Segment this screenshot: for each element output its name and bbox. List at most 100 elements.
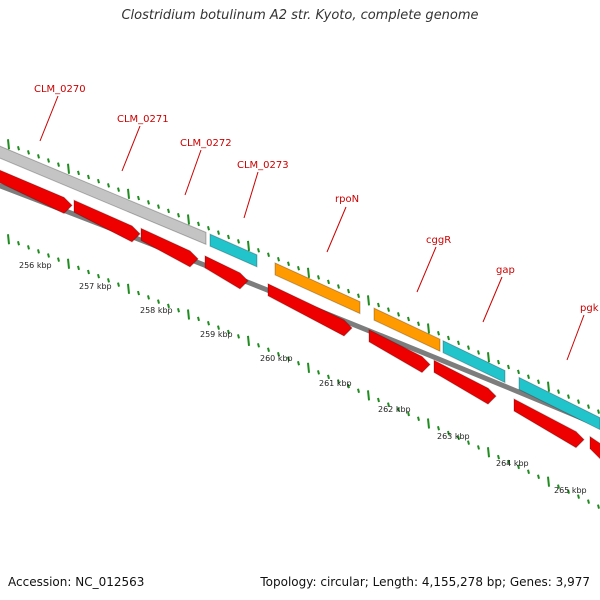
leader-line [39,95,59,142]
gene-arrow [590,436,600,459]
outer-tick [597,409,600,414]
inner-tick [327,374,330,380]
outer-tick [117,187,120,192]
inner-tick [247,335,250,346]
gene-arrow [74,200,140,242]
gene-layer [0,169,600,460]
inner-tick [237,334,240,339]
inner-tick [447,430,450,436]
scale-label: 258 kbp [140,306,173,315]
inner-tick [337,379,340,384]
inner-tick [427,418,430,429]
outer-tick [177,212,180,218]
outer-tick [437,331,440,336]
inner-tick [207,320,210,326]
outer-tick [197,221,200,227]
inner-tick [347,383,350,389]
outer-tick [97,178,100,184]
cyan-feature [443,340,505,383]
leader-line [184,149,202,196]
label-leaders [39,95,585,361]
outer-tick [207,225,210,231]
cyan-feature [519,377,600,430]
inner-tick [547,476,550,487]
inner-tick [267,347,270,353]
outer-tick [47,158,50,163]
gene-arrow [434,360,496,405]
inner-tick [17,241,20,246]
inner-tick [497,454,500,460]
scale-label: 262 kbp [378,405,411,414]
cyan-feature [210,234,257,267]
leader-line [416,246,437,293]
inner-tick [587,499,590,504]
gene-label: cggR [426,235,451,246]
scale-label: 264 kbp [496,459,529,468]
outer-tick [7,139,10,150]
genome-summary-text: Topology: circular; Length: 4,155,278 bp… [260,575,590,589]
label-layer: 256 kbp 257 kbp 258 kbp 259 kbp 260 kbp 261 k… [19,84,599,495]
gene-label: CLM_0273 [237,160,289,171]
feature-layer [0,145,600,431]
inner-tick [487,447,490,458]
inner-tick [107,278,110,283]
inner-tick [7,234,10,245]
inner-tick [37,249,40,254]
accession-text: Accession: NC_012563 [8,575,145,589]
outer-tick [397,312,400,317]
inner-tick [307,362,310,373]
gene-label: CLM_0272 [180,138,232,149]
outer-tick [527,374,530,380]
outer-tick [577,399,580,404]
outer-tick [387,307,390,312]
outer-tick [537,379,540,384]
outer-tick [187,214,190,225]
outer-tick [77,170,80,176]
outer-tick [27,150,30,155]
outer-tick [467,345,470,350]
scale-label: 259 kbp [200,330,233,339]
leader-line [243,171,259,219]
inner-tick [177,307,180,313]
outer-tick [217,230,220,235]
gene-label: CLM_0270 [34,84,86,95]
inner-tick [57,257,60,262]
outer-tick [287,261,290,266]
inner-tick [287,356,290,361]
inner-tick [67,258,70,269]
gene-arrow [205,255,248,289]
outer-tick [317,275,320,280]
inner-tick [127,283,130,294]
inner-tick [407,411,410,417]
outer-tick [127,188,130,199]
outer-tick [277,257,280,262]
inner-tick [377,397,380,403]
gene-arrow [0,170,72,214]
outer-tick [517,369,520,375]
orange-feature [374,308,440,352]
outer-tick [297,266,300,271]
gene-label: rpoN [335,194,359,205]
inner-tick [257,343,260,348]
scale-label: 256 kbp [19,261,52,270]
inner-tick [557,484,560,489]
gene-arrow [141,228,198,267]
outer-tick [407,316,410,322]
inner-tick [567,489,570,494]
inner-tick [457,435,460,441]
inner-tick [77,265,80,271]
inner-tick [227,329,230,335]
inner-tick [317,370,320,375]
scale-label: 261 kbp [319,379,352,388]
outer-tick [267,252,270,258]
outer-tick [257,248,260,253]
tick-marks [7,139,600,509]
inner-tick [517,464,520,470]
gene-arrow [268,283,352,336]
outer-tick [427,323,430,334]
inner-tick [577,494,580,499]
outer-tick [447,335,450,341]
scale-label: 257 kbp [79,282,112,291]
inner-tick [507,459,510,465]
inner-tick [367,390,370,401]
